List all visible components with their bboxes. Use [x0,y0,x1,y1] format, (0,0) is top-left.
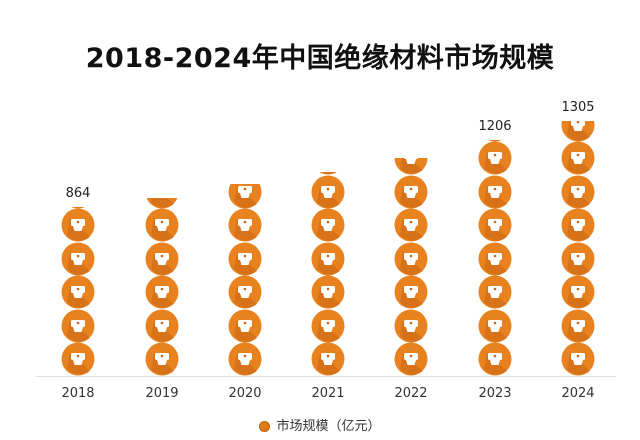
x-tick-label: 2023 [478,386,512,401]
coin-icon [61,207,95,209]
coin-icon [478,242,512,276]
bar-2022 [391,157,431,376]
x-tick-label: 2018 [61,386,95,401]
coin-icon [145,342,179,376]
bar-2018: 864 [58,186,98,376]
bar-2023: 1206 [475,119,515,376]
coin-icon [478,275,512,309]
coin-icon [311,275,345,309]
coin-icon [145,198,179,208]
coin-icon [228,275,262,309]
chart-title: 2018-2024年中国绝缘材料市场规模 [85,43,555,74]
coin-icon [394,242,428,276]
coin-icon [394,208,428,242]
x-tick-label: 2021 [311,386,345,401]
bar-2019 [142,198,182,376]
coin-icon [394,157,428,175]
coin-icon [394,342,428,376]
coin-icon [145,309,179,343]
coin-icon [478,175,512,209]
coin-icon [145,208,179,242]
coin-icon [311,171,345,175]
coin-icon [478,309,512,343]
bar-2021 [308,171,348,376]
coin-icon [61,242,95,276]
coin-icon [394,275,428,309]
x-tick-label: 2024 [561,386,595,401]
coin-icon [228,309,262,343]
coin-icon [311,175,345,209]
coin-icon [311,309,345,343]
data-label: 864 [65,186,91,201]
coin-icon [61,342,95,376]
coin-icon [478,342,512,376]
coin-icon [561,141,595,175]
coin-icon [561,275,595,309]
coin-icon [478,208,512,242]
coin-icon [228,183,262,209]
x-tick-label: 2019 [145,386,179,401]
legend-marker-icon [259,421,271,432]
coin-icon [394,175,428,209]
coin-icon [561,175,595,209]
coin-icon [311,242,345,276]
legend: 市场规模（亿元） [0,415,640,434]
coin-icon [61,309,95,343]
coin-icon [561,309,595,343]
data-label: 1206 [478,119,512,135]
coin-icon [145,242,179,276]
coin-icon [61,275,95,309]
data-label: 1305 [561,99,595,115]
coin-icon [561,208,595,242]
coin-icon [561,120,595,142]
coin-icon [228,342,262,376]
coin-icon [478,141,512,175]
x-axis-line [36,376,616,377]
coin-icon [61,208,95,242]
bar-2020 [225,183,265,376]
coin-icon [478,140,512,141]
x-tick-label: 2022 [394,386,428,401]
coin-icon [311,208,345,242]
coin-icon [561,342,595,376]
plot-area: 864 1206 1305 [36,100,616,376]
coin-icon [394,309,428,343]
coin-icon [145,275,179,309]
coin-icon [228,242,262,276]
coin-icon [561,242,595,276]
bar-2024: 1305 [558,100,598,376]
x-tick-label: 2020 [228,386,262,401]
coin-icon [311,342,345,376]
coin-icon [228,208,262,242]
legend-label: 市场规模（亿元） [276,419,381,434]
